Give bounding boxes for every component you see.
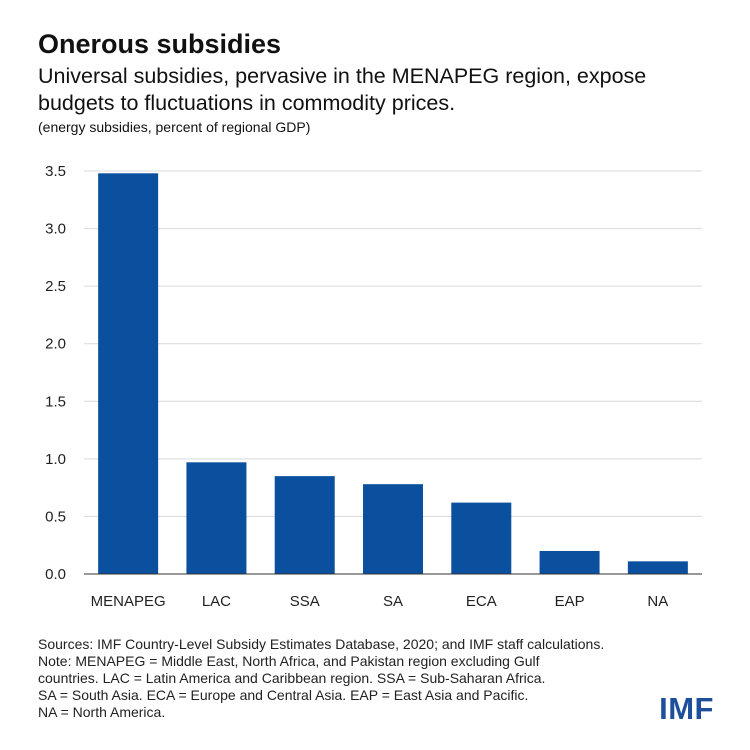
bar-menapeg	[98, 173, 159, 574]
y-tick-label: 3.0	[45, 221, 66, 238]
x-tick-label: MENAPEG	[91, 593, 166, 610]
notes-line: NA = North America.	[38, 704, 166, 720]
chart-subtitle: Universal subsidies, pervasive in the ME…	[38, 64, 647, 115]
x-tick-label: LAC	[202, 593, 231, 610]
imf-logo: IMF	[659, 691, 714, 726]
source-notes: Sources: IMF Country-Level Subsidy Estim…	[38, 636, 678, 721]
bar-lac	[186, 462, 247, 574]
bar-sa	[363, 484, 423, 574]
unit-note: (energy subsidies, percent of regional G…	[38, 119, 311, 135]
y-tick-label: 1.0	[45, 451, 66, 468]
y-axis-ticks: 0.0 0.5 1.0 1.5 2.0 2.5 3.0 3.5	[45, 163, 66, 583]
x-tick-label: SA	[383, 593, 403, 610]
y-tick-label: 0.5	[45, 508, 66, 525]
y-tick-label: 1.5	[45, 393, 66, 410]
y-tick-label: 3.5	[45, 163, 66, 180]
y-tick-label: 2.5	[45, 278, 66, 295]
bar-na	[627, 561, 688, 574]
y-tick-label: 0.0	[45, 566, 66, 583]
bar-eap	[539, 550, 600, 574]
notes-line: Sources: IMF Country-Level Subsidy Estim…	[38, 636, 605, 652]
x-tick-label: SSA	[290, 593, 320, 610]
x-tick-label: ECA	[466, 593, 497, 610]
gridlines	[84, 170, 702, 517]
x-tick-label: EAP	[555, 593, 585, 610]
notes-line: countries. LAC = Latin America and Carib…	[38, 670, 546, 686]
notes-line: SA = South Asia. ECA = Europe and Centra…	[38, 687, 529, 703]
bar-ssa	[274, 476, 335, 574]
chart-title: Onerous subsidies	[38, 29, 282, 59]
x-tick-label: NA	[647, 593, 668, 610]
notes-line: Note: MENAPEG = Middle East, North Afric…	[38, 653, 540, 669]
y-tick-label: 2.0	[45, 336, 66, 353]
x-axis-ticks: MENAPEG LAC SSA SA ECA EAP NA	[91, 593, 669, 610]
bar-eca	[451, 502, 512, 574]
bars	[98, 173, 688, 574]
